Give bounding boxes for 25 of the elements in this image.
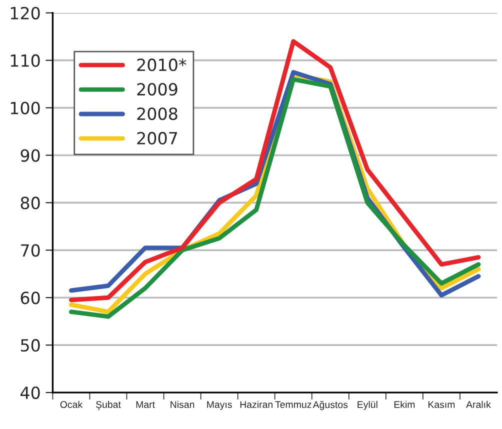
x-tick-label: Mart — [136, 401, 155, 408]
y-tick-label: 70 — [21, 244, 40, 257]
y-tick-label: 110 — [10, 54, 40, 67]
x-tick-label: Eylül — [358, 400, 378, 410]
x-tick-label: Nisan — [170, 400, 194, 408]
x-tick-label: Şubat — [96, 400, 121, 410]
x-tick-label: Kasım — [428, 401, 455, 408]
y-tick-label: 120 — [10, 6, 40, 20]
legend-label: 2007 — [137, 132, 178, 145]
x-tick-label: Ağustos — [312, 400, 348, 410]
y-tick-label: 90 — [20, 149, 40, 162]
y-tick-label: 40 — [20, 386, 40, 400]
y-tick-label: 60 — [20, 292, 40, 304]
x-tick-label: Temmuz — [275, 401, 312, 408]
x-tick-label: Haziran — [240, 400, 272, 408]
legend-label: 2009 — [137, 83, 178, 96]
y-tick-label: 100 — [10, 102, 40, 114]
y-tick-label: 80 — [20, 196, 40, 210]
legend-label: 2008 — [137, 107, 178, 120]
x-tick-label: Ekim — [394, 400, 415, 408]
y-tick-label: 50 — [20, 339, 40, 352]
legend-label: 2010* — [137, 58, 186, 72]
x-tick-label: Mayıs — [207, 401, 232, 410]
x-tick-label: Ocak — [60, 400, 83, 408]
x-tick-label: Aralık — [466, 400, 491, 408]
